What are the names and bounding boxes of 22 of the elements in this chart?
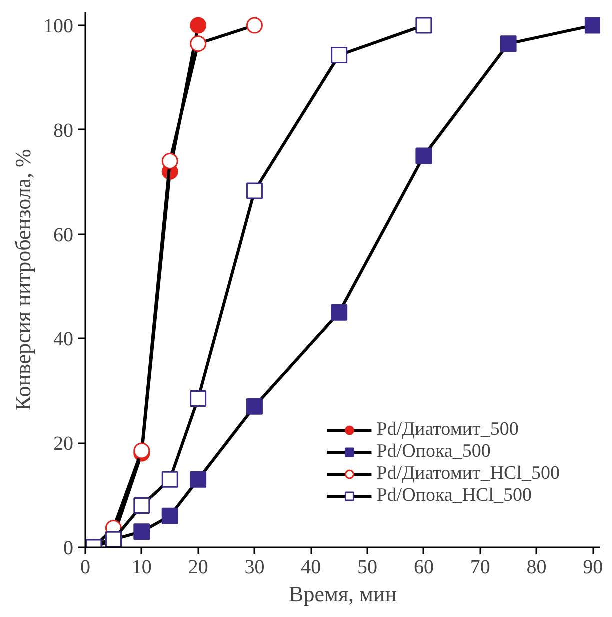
legend-label: Pd/Опока_500	[376, 441, 491, 463]
legend-label: Pd/Диатомит_HCl_500	[376, 463, 560, 485]
x-tick-label: 90	[583, 556, 604, 578]
y-tick-label: 100	[44, 16, 74, 38]
y-tick-label: 40	[54, 328, 74, 351]
x-tick-label: 30	[244, 556, 265, 578]
legend-label: Pd/Диатомит_500	[376, 419, 519, 441]
x-tick-label: 0	[80, 556, 90, 578]
x-tick-label: 80	[526, 556, 547, 578]
y-tick-label: 0	[64, 538, 74, 560]
x-tick-label: 10	[132, 556, 152, 578]
x-axis-title: Время, мин	[289, 582, 398, 606]
y-tick-label: 80	[54, 120, 74, 142]
legend-label: Pd/Опока_HCl_500	[376, 485, 532, 507]
x-tick-label: 50	[358, 556, 378, 578]
x-tick-label: 40	[301, 556, 322, 578]
y-tick-label: 60	[54, 224, 74, 246]
y-axis-title: Конверсия нитробензола, %	[10, 149, 36, 411]
x-tick-label: 60	[414, 556, 434, 578]
x-tick-label: 70	[470, 556, 490, 578]
y-tick-label: 20	[54, 433, 74, 456]
x-tick-label: 20	[188, 556, 208, 578]
